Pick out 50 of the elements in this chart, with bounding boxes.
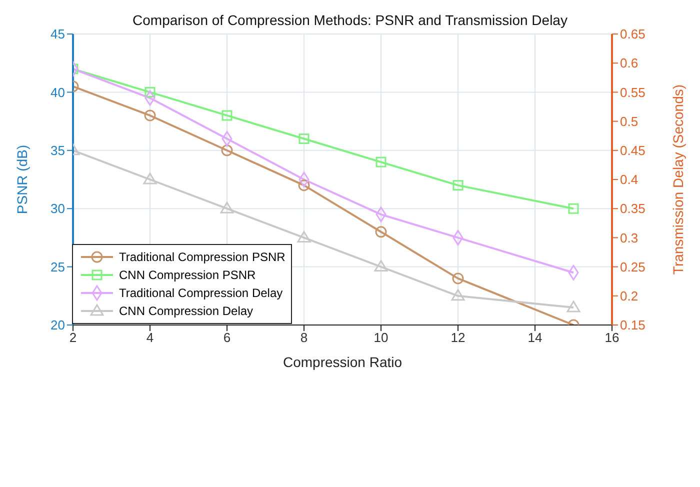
y2-tick-label: 0.25	[620, 259, 646, 274]
y2-tick-label: 0.6	[620, 56, 638, 71]
y2-tick-label: 0.3	[620, 230, 638, 246]
x-tick-label: 4	[146, 330, 154, 346]
point	[222, 110, 232, 121]
x-tick-label: 6	[223, 330, 231, 346]
y-tick-label: 35	[50, 143, 65, 158]
point	[375, 226, 387, 238]
y2-tick-label: 0.15	[620, 318, 646, 333]
point	[566, 300, 580, 312]
y2-tick-label: 0.4	[620, 172, 638, 188]
point	[452, 180, 464, 191]
y-tick-label: 40	[50, 84, 65, 100]
x-axis-title: Compression Ratio	[282, 354, 402, 370]
x-tick-label: 2	[69, 330, 77, 346]
x-tick-label: 10	[374, 330, 388, 346]
y-tick-label: 45	[50, 26, 65, 42]
point	[451, 289, 465, 301]
legend-label: Traditional Compression PSNR	[119, 250, 286, 264]
y-tick-label: 30	[50, 201, 65, 216]
legend-label: Traditional Compression Delay	[119, 286, 283, 300]
y-tick-label: 20	[50, 318, 65, 333]
x-tick-label: 16	[604, 330, 620, 346]
y2-tick-label: 0.2	[620, 288, 638, 304]
point	[221, 144, 233, 156]
chart-title: Comparison of Compression Methods: PSNR and Transmission Delay	[132, 12, 568, 28]
point	[298, 180, 310, 192]
y2-axis-title: Transmission Delay (Seconds)	[670, 84, 686, 275]
point	[374, 260, 388, 272]
y2-tick-label: 0.55	[620, 84, 646, 100]
x-tick-label: 8	[300, 330, 308, 346]
y2-tick-label: 0.5	[620, 114, 638, 129]
point	[143, 172, 157, 184]
point	[220, 202, 234, 214]
point	[568, 203, 579, 214]
y-axis-title: PSNR (dB)	[14, 144, 30, 214]
point	[376, 156, 386, 168]
y2-tick-label: 0.65	[620, 26, 646, 42]
point	[144, 110, 156, 122]
legend-label: CNN Compression Delay	[119, 304, 254, 318]
point	[452, 272, 464, 284]
point	[144, 86, 156, 98]
point	[298, 134, 310, 144]
y2-tick-label: 0.35	[620, 201, 646, 216]
point	[297, 230, 311, 242]
legend-label: CNN Compression PSNR	[119, 268, 256, 282]
y2-tick-label: 0.45	[620, 143, 646, 158]
y-tick-label: 25	[50, 259, 65, 274]
x-tick-label: 12	[450, 330, 466, 346]
x-tick-label: 14	[528, 330, 542, 346]
